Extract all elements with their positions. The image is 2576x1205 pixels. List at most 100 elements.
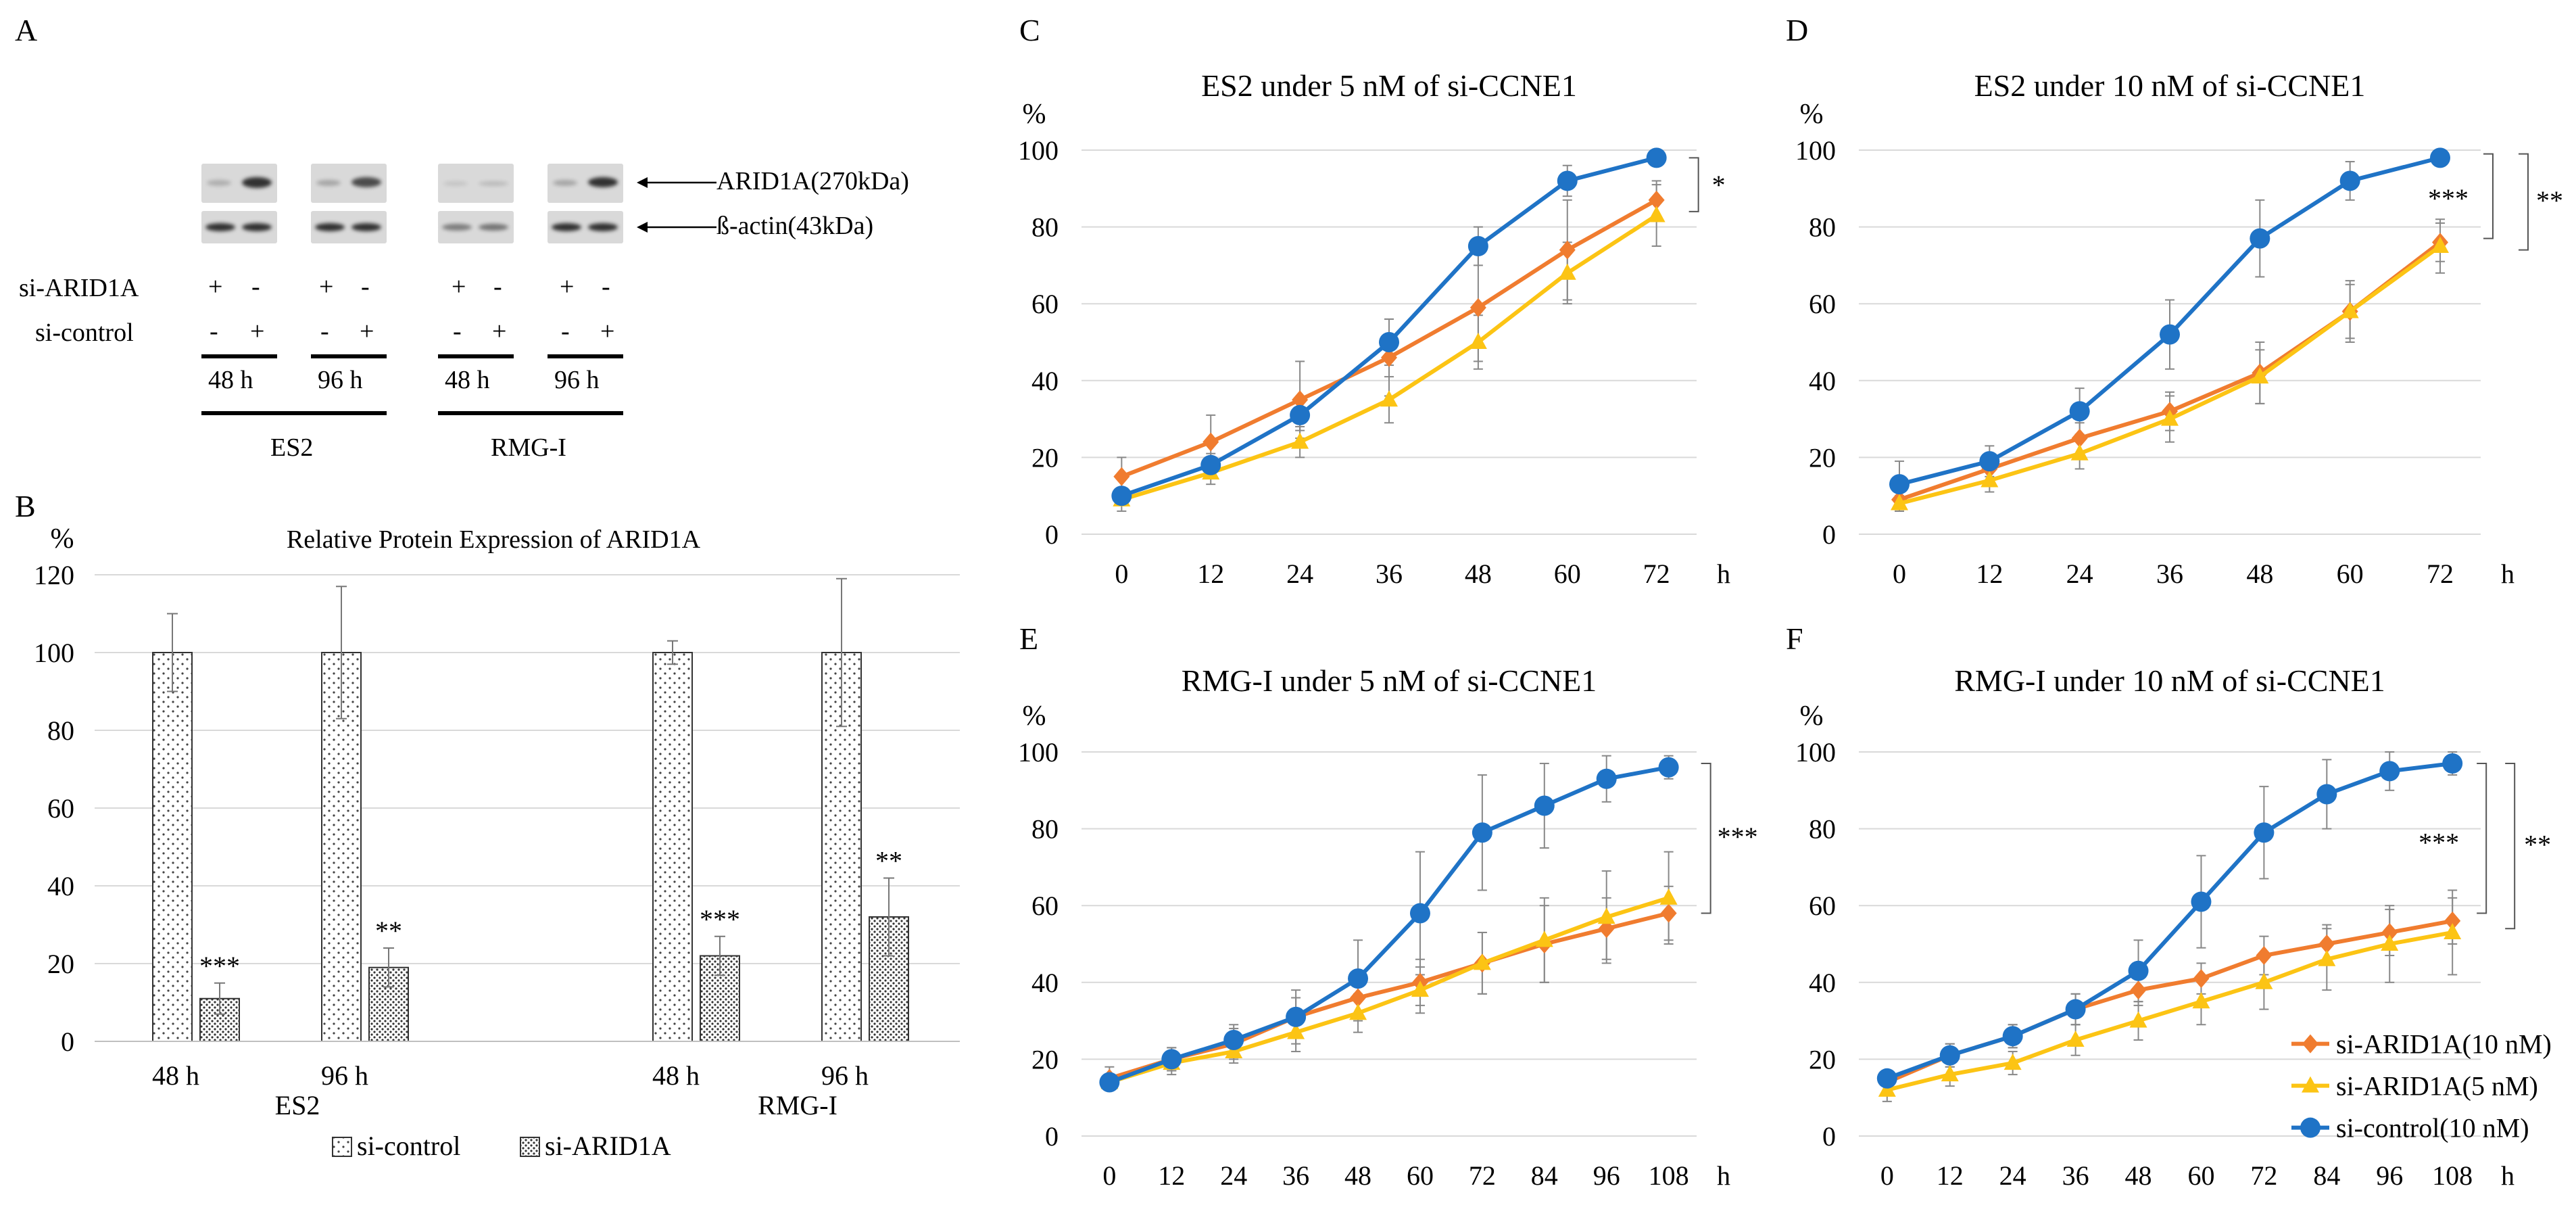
- data-point-blue: [1111, 486, 1132, 506]
- x-tick-label: 24: [2066, 559, 2093, 589]
- x-tick-label: 96: [1593, 1160, 1620, 1191]
- data-point-yellow: [2381, 935, 2399, 951]
- y-tick-label: 100: [1795, 737, 1836, 767]
- y-axis-label: %: [1800, 701, 1824, 732]
- sign: -: [561, 317, 570, 346]
- y-tick-label: 20: [1031, 442, 1059, 473]
- significance-label: **: [2536, 185, 2563, 216]
- time-label: 48 h: [208, 366, 253, 394]
- data-point-yellow: [1980, 471, 1999, 488]
- legend-marker: [2302, 1076, 2319, 1093]
- data-point-yellow: [2161, 409, 2179, 426]
- blot-arid1a-rmg-96h: [548, 164, 623, 203]
- data-point-orange: [1559, 240, 1576, 260]
- data-point-yellow: [1941, 1065, 1959, 1082]
- underline: [438, 411, 623, 415]
- line-chart-c: ES2 under 5 nM of si-CCNE1% 0 20 40 60 80 100 0…: [1018, 68, 1730, 589]
- data-point-orange: [1113, 467, 1130, 486]
- y-tick-label: 20: [47, 949, 74, 979]
- x-tick-label: 36: [1282, 1160, 1309, 1191]
- y-tick-label: 0: [1822, 1121, 1836, 1152]
- data-point-orange: [1469, 298, 1486, 317]
- y-tick-label: 100: [1018, 737, 1059, 767]
- y-tick-label: 60: [47, 793, 74, 824]
- data-point-yellow: [1647, 206, 1666, 222]
- data-point-yellow: [2003, 1054, 2022, 1070]
- row-label-si-control: si-control: [35, 318, 134, 347]
- x-tick-label: 108: [1649, 1160, 1689, 1191]
- data-point-yellow: [1473, 953, 1491, 970]
- data-point-yellow: [2251, 367, 2269, 384]
- blot-actin-rmg-96h: [548, 211, 623, 243]
- sign: +: [600, 317, 615, 346]
- x-tick-label: 24: [1999, 1160, 2026, 1191]
- legend-marker: [2302, 1034, 2318, 1054]
- data-point-blue: [2160, 324, 2180, 345]
- line-chart-f: RMG-I under 10 nM of si-CCNE1% 0 20 40 60 80 1…: [1795, 663, 2552, 1191]
- data-point-yellow: [1469, 333, 1487, 349]
- sign: -: [320, 317, 329, 346]
- x-tick-label: 36: [1376, 559, 1403, 589]
- y-tick-label: 0: [1822, 519, 1836, 550]
- sign: -: [361, 273, 370, 301]
- legend-marker: [2300, 1117, 2320, 1138]
- group-label: RMG-I: [758, 1090, 837, 1120]
- x-tick-label: 96 h: [821, 1060, 869, 1091]
- blot-actin-es2-48h: [201, 211, 277, 243]
- data-point-blue: [1099, 1072, 1120, 1093]
- data-point-orange: [1381, 348, 1397, 367]
- x-tick-label: 72: [1643, 559, 1670, 589]
- significance-bracket: [1701, 763, 1711, 914]
- x-tick-label: 24: [1220, 1160, 1247, 1191]
- sign: +: [250, 317, 265, 346]
- x-tick-label: 24: [1286, 559, 1313, 589]
- group-label: ES2: [275, 1090, 320, 1120]
- data-point-yellow: [1380, 390, 1398, 407]
- y-axis-label: %: [1023, 99, 1046, 130]
- data-point-blue: [2128, 960, 2149, 981]
- bar-si-control: [652, 652, 693, 1042]
- data-point-orange: [2071, 429, 2088, 448]
- x-tick-label: 96 h: [321, 1060, 368, 1091]
- x-tick-label: 84: [2313, 1160, 2340, 1191]
- legend-label: si-control: [357, 1131, 460, 1161]
- significance-label: ***: [700, 904, 740, 935]
- data-point-yellow: [2066, 1031, 2085, 1047]
- y-tick-label: 80: [1809, 212, 1836, 243]
- x-tick-label: 48 h: [652, 1060, 700, 1091]
- x-tick-label: 48: [1344, 1160, 1371, 1191]
- cellline-label: RMG-I: [491, 433, 566, 462]
- data-point-yellow: [2341, 302, 2359, 318]
- significance-bracket: [2505, 763, 2516, 930]
- sign: +: [452, 273, 466, 301]
- data-point-yellow: [1878, 1080, 1896, 1097]
- underline: [201, 411, 387, 415]
- sign: -: [602, 273, 610, 301]
- data-point-yellow: [1411, 980, 1429, 997]
- data-point-blue: [1646, 147, 1667, 168]
- data-point-yellow: [1291, 432, 1309, 449]
- y-tick-label: 0: [61, 1026, 74, 1057]
- significance-bracket: [1688, 157, 1699, 212]
- x-tick-label: 0: [1893, 559, 1906, 589]
- y-tick-label: 80: [1809, 814, 1836, 845]
- blot-arid1a-rmg-48h: [438, 164, 514, 203]
- series-line-yellow: [1887, 930, 2453, 1092]
- bar-chart-b: Relative Protein Expression of ARID1A% 0 2…: [34, 523, 960, 1161]
- sign: +: [360, 317, 374, 346]
- y-tick-label: 100: [34, 638, 74, 668]
- data-point-blue: [2069, 401, 2090, 422]
- data-point-orange: [2318, 935, 2335, 953]
- x-tick-label: 60: [2187, 1160, 2214, 1191]
- sign: +: [208, 273, 223, 301]
- x-axis-label: h: [1717, 559, 1730, 589]
- data-point-blue: [2442, 753, 2463, 774]
- sign: -: [251, 273, 260, 301]
- data-point-blue: [1557, 170, 1578, 191]
- data-point-blue: [1534, 795, 1555, 816]
- data-point-blue: [1290, 404, 1311, 425]
- data-point-yellow: [1891, 494, 1908, 511]
- chart-title: ES2 under 10 nM of si-CCNE1: [1974, 68, 2366, 103]
- significance-label: ***: [199, 951, 240, 981]
- data-point-blue: [1161, 1049, 1182, 1070]
